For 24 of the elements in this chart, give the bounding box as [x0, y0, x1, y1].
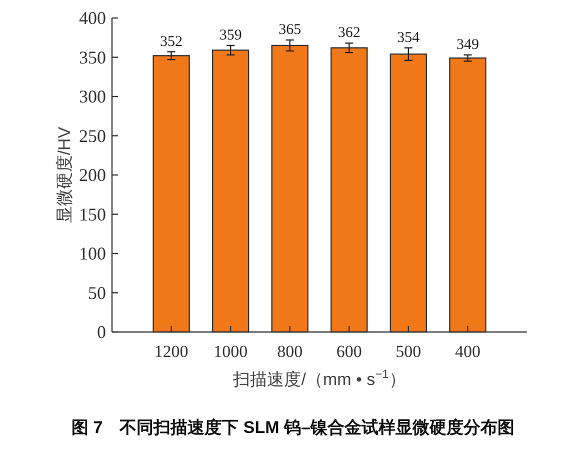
x-axis-title: 扫描速度/（mm • s$^{−1}$） — [232, 367, 406, 389]
y-tick-label: 400 — [79, 8, 106, 28]
y-tick-label: 50 — [88, 282, 106, 303]
data-label: 352 — [160, 34, 183, 50]
y-tick-label: 350 — [79, 47, 106, 68]
y-tick-label: 100 — [79, 244, 106, 264]
data-label: 354 — [397, 30, 420, 46]
data-label: 362 — [338, 25, 360, 42]
x-tick-label: 800 — [277, 342, 303, 361]
x-tick-label: 500 — [396, 342, 422, 361]
y-tick-label: 300 — [79, 86, 106, 106]
data-label: 359 — [219, 27, 242, 44]
y-tick-label: 150 — [79, 204, 106, 224]
y-tick-label: 200 — [79, 165, 106, 185]
y-tick-label: 250 — [79, 126, 106, 146]
data-label: 365 — [278, 22, 302, 38]
data-label: 349 — [456, 36, 479, 53]
x-tick-label: 1200 — [154, 342, 188, 361]
y-axis-title: 显微硬度/HV — [55, 126, 74, 224]
x-tick-label: 600 — [336, 342, 362, 361]
x-tick-label: 400 — [454, 342, 480, 361]
x-tick-label: 1000 — [214, 342, 248, 361]
text: 图 7 不同扫描速度下 SLM 钨–镍合金试样显微硬度分布图 — [72, 418, 514, 437]
y-tick-label: 0 — [97, 322, 106, 342]
